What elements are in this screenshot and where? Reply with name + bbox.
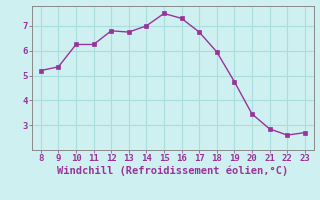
X-axis label: Windchill (Refroidissement éolien,°C): Windchill (Refroidissement éolien,°C)	[57, 166, 288, 176]
